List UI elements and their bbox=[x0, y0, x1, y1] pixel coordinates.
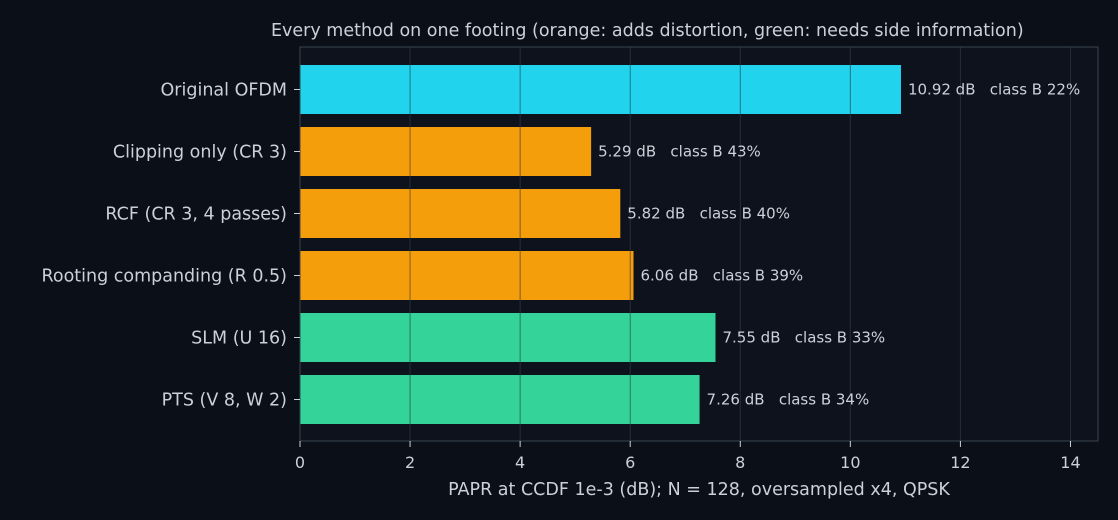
bar bbox=[300, 127, 592, 176]
data-label: 5.29 dB class B 43% bbox=[598, 143, 761, 161]
bar bbox=[300, 189, 621, 238]
plot-frame bbox=[299, 46, 1099, 442]
x-axis-label: PAPR at CCDF 1e-3 (dB); N = 128, oversam… bbox=[448, 480, 950, 500]
x-tick-label: 0 bbox=[295, 453, 305, 472]
x-tick-label: 4 bbox=[515, 453, 525, 472]
category-label: SLM (U 16) bbox=[191, 329, 287, 349]
category-label: RCF (CR 3, 4 passes) bbox=[105, 205, 287, 225]
y-axis-labels: Original OFDM Clipping only (CR 3) RCF (CR… bbox=[41, 81, 300, 411]
chart-title: Every method on one footing (orange: add… bbox=[271, 21, 1024, 41]
data-label: 6.06 dB class B 39% bbox=[641, 267, 804, 285]
x-tick-label: 12 bbox=[950, 453, 970, 472]
data-label: 7.26 dB class B 34% bbox=[707, 391, 870, 409]
x-tick-label: 10 bbox=[840, 453, 860, 472]
category-label: Original OFDM bbox=[161, 81, 287, 101]
bar bbox=[300, 251, 634, 300]
data-label: 5.82 dB class B 40% bbox=[627, 205, 790, 223]
bars bbox=[300, 47, 1071, 441]
bar bbox=[300, 375, 700, 424]
x-tick-label: 6 bbox=[625, 453, 635, 472]
grid-overlay bbox=[409, 47, 1071, 441]
category-label: Rooting companding (R 0.5) bbox=[41, 267, 287, 287]
data-labels: 10.92 dB class B 22% 5.29 dB class B 43% 5… bbox=[598, 81, 1080, 409]
data-label: 7.55 dB class B 33% bbox=[723, 329, 886, 347]
data-label: 10.92 dB class B 22% bbox=[908, 81, 1080, 99]
x-tick-label: 8 bbox=[735, 453, 745, 472]
bar bbox=[300, 65, 901, 114]
x-tick-label: 14 bbox=[1060, 453, 1080, 472]
category-label: PTS (V 8, W 2) bbox=[162, 391, 287, 411]
category-label: Clipping only (CR 3) bbox=[113, 143, 287, 163]
bar bbox=[300, 313, 716, 362]
x-axis-ticks: 0 2 4 6 8 10 12 14 bbox=[295, 441, 1081, 472]
x-tick-label: 2 bbox=[405, 453, 415, 472]
